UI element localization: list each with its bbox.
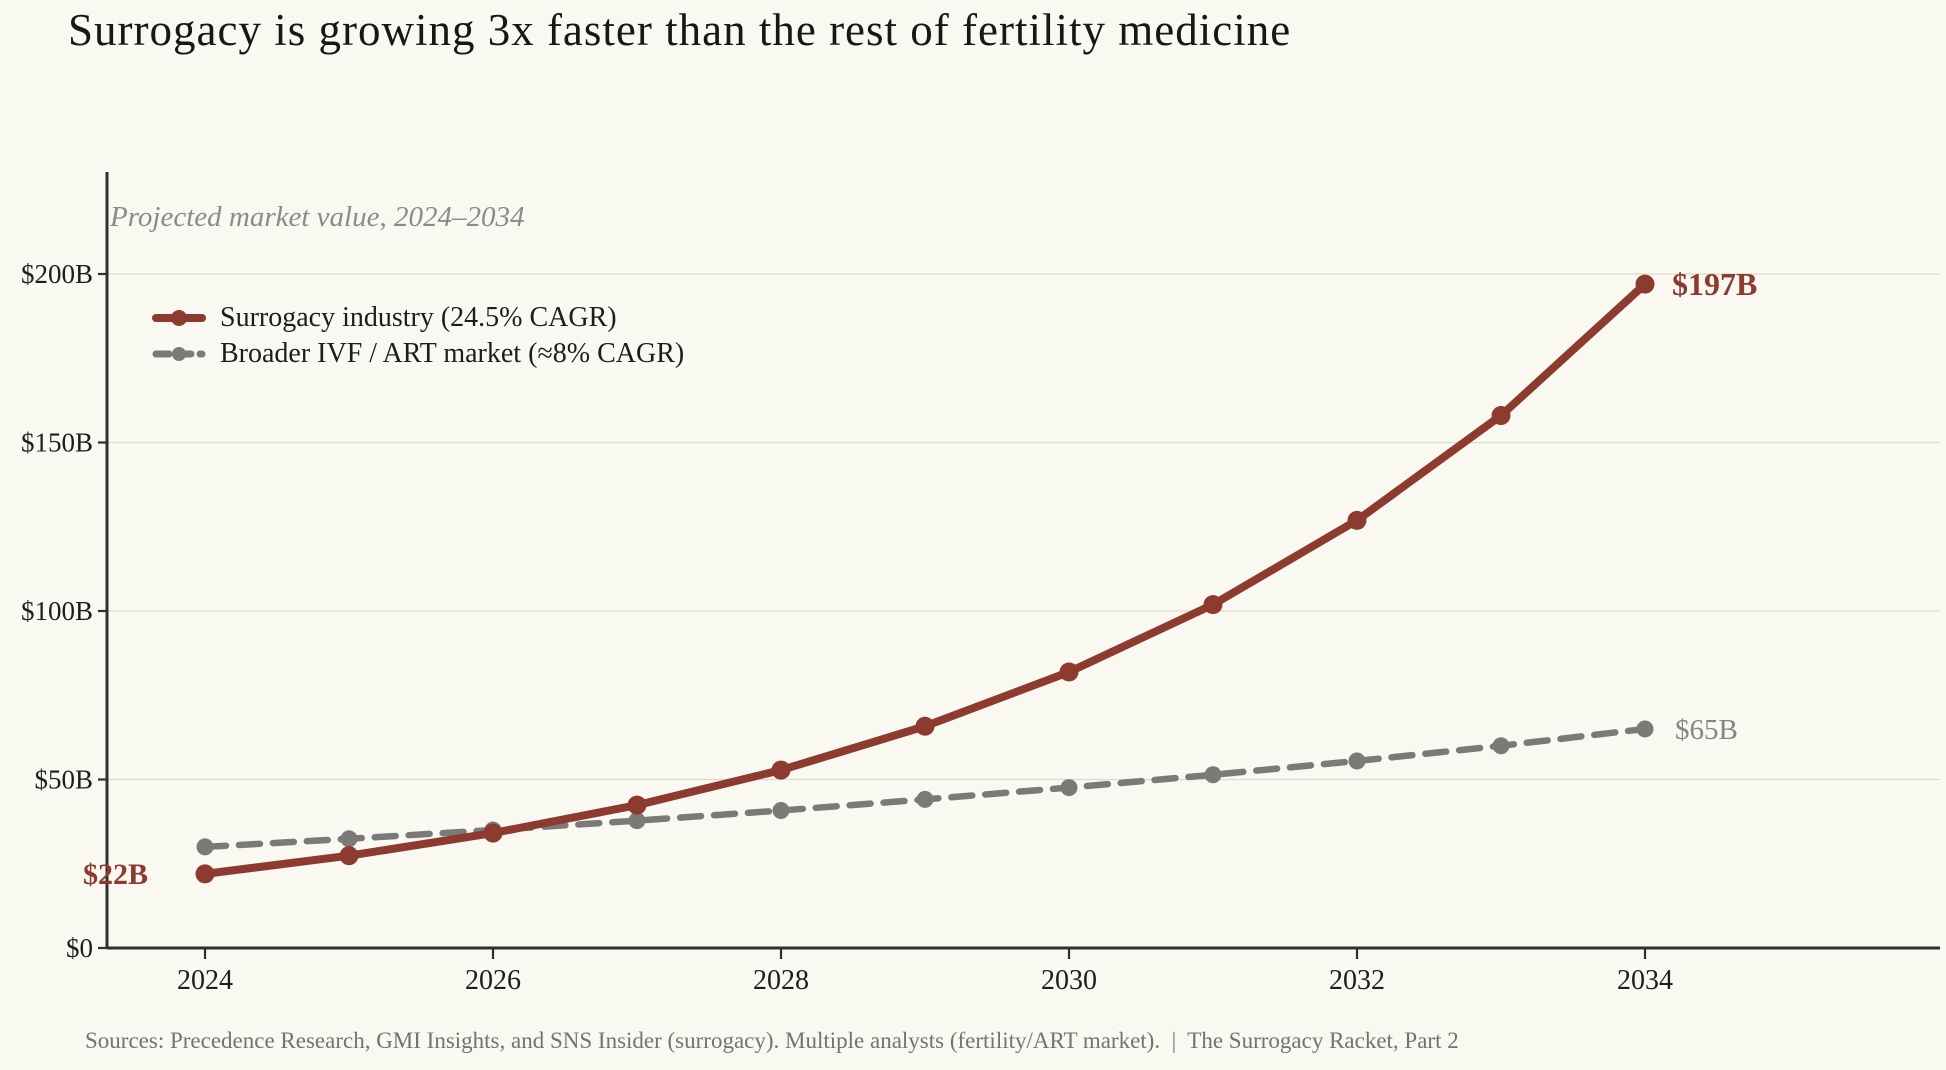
series-0-point-2027 [627,795,647,815]
legend-swatch-ivf-dashed-line-icon [152,346,206,361]
y-tick-label: $100B [21,596,93,626]
source-note: Sources: Precedence Research, GMI Insigh… [85,1028,1459,1053]
series-0-point-2026 [483,823,503,843]
chart-title: Surrogacy is growing 3x faster than the … [68,5,1292,55]
legend-swatch-surrogacy-line-icon [152,309,206,326]
y-tick-label: $200B [21,259,93,289]
y-tick-label: $50B [34,765,93,795]
series-0-point-2029 [915,716,935,736]
legend-label-ivf-art: Broader IVF / ART market (≈8% CAGR) [220,337,685,369]
series-1-point-2029 [916,790,934,808]
value-label-65B: $65B [1675,714,1738,746]
series-1-point-2032 [1348,752,1366,770]
legend: Surrogacy industry (24.5% CAGR) Broader … [152,302,684,369]
series-0-point-2024 [195,864,215,884]
x-tick-label: 2032 [1329,965,1385,996]
series-1-point-2030 [1060,779,1078,797]
series-0-point-2032 [1347,510,1367,530]
series-0-point-2031 [1203,595,1223,615]
legend-item-surrogacy: Surrogacy industry (24.5% CAGR) [152,302,684,333]
series-1-point-2031 [1204,766,1222,784]
series-1-point-2024 [196,838,214,856]
series-1-point-2025 [340,830,358,848]
x-tick-label: 2026 [465,965,521,996]
chart-subtitle: Projected market value, 2024–2034 [109,201,524,233]
legend-label-surrogacy: Surrogacy industry (24.5% CAGR) [220,301,617,333]
series-line-0 [201,280,1649,878]
series-1-point-2033 [1492,737,1510,755]
y-tick-label: $0 [66,933,93,963]
x-tick-label: 2034 [1617,965,1673,996]
value-label-22B: $22B [83,858,148,891]
value-label-197B: $197B [1672,266,1757,302]
series-1-point-2034 [1636,720,1654,738]
x-tick-label: 2030 [1041,965,1097,996]
series-line-1 [201,725,1649,851]
series-0-point-2030 [1059,662,1079,682]
legend-item-ivf-art: Broader IVF / ART market (≈8% CAGR) [152,338,684,369]
x-tick-label: 2028 [753,965,809,996]
series-0-point-2033 [1491,406,1511,426]
series-1-point-2027 [628,812,646,830]
series-1-point-2028 [772,802,790,820]
series-0-point-2028 [771,760,791,780]
y-tick-label: $150B [21,428,93,458]
x-tick-label: 2024 [177,965,233,996]
series-0-point-2034 [1635,274,1655,294]
series-0-point-2025 [339,846,359,866]
